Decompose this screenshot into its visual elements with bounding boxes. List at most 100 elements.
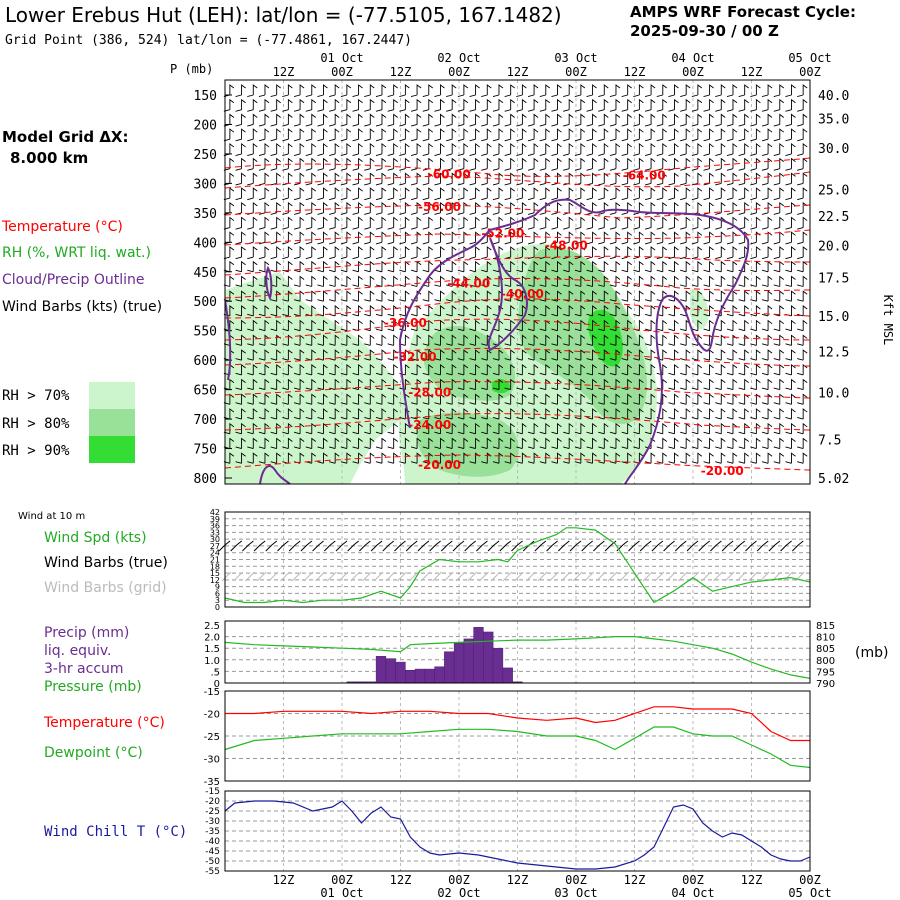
wind-barb xyxy=(504,349,515,361)
wind-barb xyxy=(621,363,632,376)
wind-barb xyxy=(644,98,656,112)
wind-barb xyxy=(352,216,363,230)
wind-barb xyxy=(434,98,445,112)
wind-barb xyxy=(340,98,352,112)
wind-barb xyxy=(364,187,375,201)
surface-barb-true xyxy=(347,540,360,552)
wind-barb xyxy=(750,128,761,142)
top-hour-label: 12Z xyxy=(624,65,646,79)
wind-barb xyxy=(270,187,281,201)
wind-barb xyxy=(410,363,422,376)
wind-barb xyxy=(574,246,586,260)
wind-barb xyxy=(247,290,258,302)
wind-barb xyxy=(656,128,668,142)
wind-barb xyxy=(481,319,492,332)
wind-barb xyxy=(469,157,480,171)
pressure-tick-label: 250 xyxy=(194,148,217,163)
wind-barb xyxy=(387,201,398,215)
precip-bar xyxy=(405,669,416,684)
wind-barb xyxy=(305,143,317,156)
wind-barb xyxy=(270,128,281,142)
wind-barb xyxy=(738,98,749,112)
surface-barb-grid xyxy=(701,571,712,582)
wind-barb xyxy=(644,422,656,435)
wind-tick-label: 9 xyxy=(215,583,220,592)
wind-barb xyxy=(609,246,621,260)
wind-barb xyxy=(293,319,305,332)
wind-barb xyxy=(516,98,527,112)
wind-barb xyxy=(644,319,656,332)
wind-barb xyxy=(621,393,632,405)
isotherm-24 xyxy=(225,413,810,431)
wind-barb xyxy=(422,143,434,156)
wind-barb xyxy=(504,128,515,142)
wind-barb xyxy=(773,172,785,186)
wind-barb xyxy=(586,143,597,156)
wind-barb xyxy=(422,201,434,215)
wind-barb xyxy=(785,157,796,171)
wind-barb xyxy=(317,216,328,230)
wind-barb xyxy=(527,128,539,142)
legend-rh90-swatch xyxy=(89,436,135,463)
surface-barb-true xyxy=(674,540,687,552)
wind-barb xyxy=(329,260,340,273)
wind-barb xyxy=(621,157,632,171)
wind-barb xyxy=(551,128,562,142)
wind-barb xyxy=(387,187,398,201)
wind-barb xyxy=(504,378,515,391)
wind-barb xyxy=(680,172,691,186)
wind-barb xyxy=(516,231,527,245)
wind-barb xyxy=(434,113,445,127)
wind-barb xyxy=(469,172,480,186)
wind-barb xyxy=(738,172,749,186)
wind-barb xyxy=(738,319,749,332)
wind-barb xyxy=(270,437,281,449)
wind-barb xyxy=(691,319,703,332)
wind-barb xyxy=(527,334,539,346)
wind-barb xyxy=(563,305,574,317)
wind-barb xyxy=(527,305,539,317)
surface-barb-grid xyxy=(677,571,688,582)
wind-barb xyxy=(715,201,726,215)
isotherm-44 xyxy=(225,277,810,299)
wind-chill-tick-label: -15 xyxy=(205,787,220,797)
precip-tick-label: 1.5 xyxy=(204,644,220,655)
wind-barb xyxy=(375,275,387,287)
wind-tick-label: 18 xyxy=(210,562,220,571)
cloud-outline-main xyxy=(398,198,750,484)
wind-barb xyxy=(563,349,574,361)
wind-barb xyxy=(504,334,515,346)
wind-barb xyxy=(680,260,691,273)
wind-barb xyxy=(586,275,597,287)
wind-barb xyxy=(375,231,387,245)
wind-barb xyxy=(703,437,714,449)
surface-barb-grid xyxy=(666,571,676,582)
surface-barb-true xyxy=(628,540,640,552)
wind-chill-tick-label: -30 xyxy=(205,817,220,827)
wind-barb xyxy=(773,452,785,464)
wind-barb xyxy=(329,275,340,287)
grid-point-label: Grid Point (386, 524) lat/lon = (-77.486… xyxy=(5,33,412,48)
wind-barb xyxy=(446,187,457,201)
wind-barb xyxy=(516,172,527,186)
wind-barb xyxy=(492,113,504,127)
wind-barb xyxy=(352,246,363,260)
wind-barb xyxy=(609,128,621,142)
wind-barb xyxy=(586,393,597,405)
wind-barb xyxy=(785,422,796,435)
height-tick-label: 10.0 xyxy=(818,387,849,402)
wind-barb xyxy=(586,157,597,171)
wind-barb xyxy=(293,260,305,273)
wind-barb xyxy=(680,98,691,112)
rh70-region-right xyxy=(690,289,709,330)
wind-barb xyxy=(446,98,457,112)
wind-barb xyxy=(270,393,281,405)
surface-barb-true xyxy=(721,540,734,552)
wind-barb xyxy=(750,349,761,361)
wind-barb xyxy=(551,201,562,215)
precip-bar xyxy=(453,642,465,684)
surface-barb-grid xyxy=(619,571,630,582)
wind-barb xyxy=(352,349,363,361)
wind-barb xyxy=(352,172,363,186)
wind-barb xyxy=(656,143,668,156)
